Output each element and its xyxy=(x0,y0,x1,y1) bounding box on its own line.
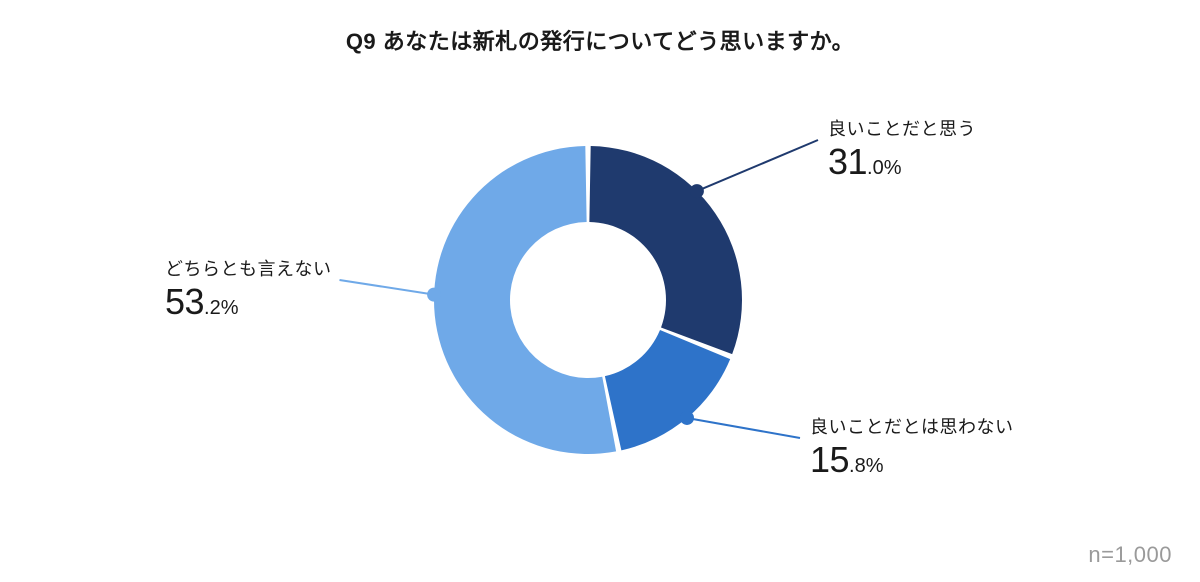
leader-dot xyxy=(427,288,441,302)
donut-slice xyxy=(605,330,730,450)
slice-callout: 良いことだと思う31.0% xyxy=(828,118,976,183)
leader-dot xyxy=(690,184,704,198)
sample-size: n=1,000 xyxy=(1088,542,1172,568)
slice-value-int: 15 xyxy=(810,439,849,480)
leader-line xyxy=(340,280,435,295)
leader-line xyxy=(697,140,818,191)
slice-value: 31.0% xyxy=(828,141,976,183)
donut-slice xyxy=(589,146,742,354)
slice-value-frac: .8% xyxy=(849,455,883,477)
slice-callout: どちらとも言えない53.2% xyxy=(165,258,332,323)
slice-value-int: 53 xyxy=(165,281,204,322)
leader-dot xyxy=(680,411,694,425)
slice-value: 15.8% xyxy=(810,439,1014,481)
slice-label: 良いことだとは思わない xyxy=(810,416,1014,439)
slice-value-int: 31 xyxy=(828,141,867,182)
slice-value-frac: .0% xyxy=(867,157,901,179)
leader-line xyxy=(687,418,800,438)
slice-callout: 良いことだとは思わない15.8% xyxy=(810,416,1014,481)
slice-label: どちらとも言えない xyxy=(165,258,332,281)
slice-label: 良いことだと思う xyxy=(828,118,976,141)
donut-slice xyxy=(434,146,616,454)
slice-value-frac: .2% xyxy=(204,297,238,319)
slice-value: 53.2% xyxy=(165,281,332,323)
